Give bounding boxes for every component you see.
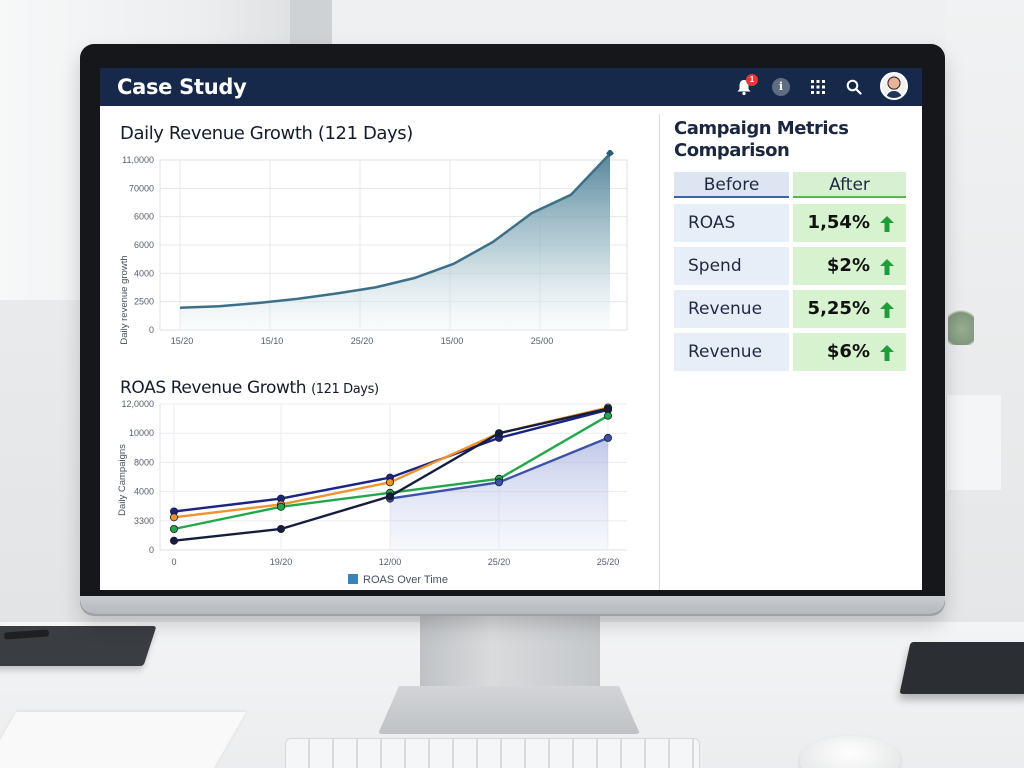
chart1-line (179, 152, 611, 309)
chart1-y-tick: 11,0000 (122, 155, 154, 165)
metric-label: Revenue (674, 333, 789, 371)
chart2-y-axis: 12,0000 10000 8000 4000 3300 0 (121, 400, 154, 555)
screen: Case Study 1 i (100, 68, 922, 590)
monitor-stand-base (378, 686, 640, 734)
apps-button[interactable] (808, 77, 828, 97)
chart2-y-tick: 10000 (129, 428, 154, 438)
chart2-area (390, 437, 608, 550)
search-icon (846, 79, 862, 95)
chart2-legend-label: ROAS Over Time (363, 574, 448, 586)
metric-label: Revenue (674, 290, 789, 328)
chart2-x-tick: 19/20 (270, 557, 293, 567)
roas-growth-chart: 12,0000 10000 8000 4000 3300 0 0 19/20 12/00 25/… (117, 400, 627, 586)
chart1-y-tick: 2500 (134, 297, 154, 307)
chart2-title: ROAS Revenue Growth (121 Days) (120, 378, 379, 398)
chart1-y-tick: 4000 (134, 268, 154, 278)
notifications-button[interactable]: 1 (734, 74, 758, 97)
paper-sheet (0, 712, 247, 768)
chart2-x-tick: 25/20 (488, 557, 511, 567)
chart2-data-point (494, 478, 503, 487)
chart2-title-suffix: (121 Days) (311, 382, 379, 397)
chart1-x-tick: 15/00 (441, 336, 464, 346)
chart2-y-tick: 0 (149, 545, 154, 555)
monitor-chin (80, 596, 945, 614)
info-button[interactable]: i (771, 77, 791, 97)
daily-revenue-chart: 11,0000 70000 6000 6000 4000 2500 0 15/20 15/10… (119, 150, 628, 346)
chart2-y-tick: 8000 (134, 457, 154, 467)
metric-after-value: 5,25% (793, 290, 906, 328)
chart2-data-point (170, 525, 179, 534)
metric-after-value: $2% (793, 247, 906, 285)
chart1-area (180, 153, 610, 330)
chart2-data-point (603, 433, 612, 442)
chart2-legend-swatch (348, 574, 358, 584)
chart2-legend: ROAS Over Time (348, 574, 448, 586)
chart1-y-tick: 6000 (134, 212, 154, 222)
chart1-x-tick: 25/00 (531, 336, 554, 346)
background-window-frame (290, 0, 332, 45)
chart1-points (606, 150, 614, 157)
chart2-x-tick: 0 (171, 557, 176, 567)
arrow-up-icon (880, 259, 894, 275)
chart2-series (170, 403, 612, 545)
chart1-y-axis: 11,0000 70000 6000 6000 4000 2500 0 (122, 155, 154, 335)
chart2-x-tick: 25/20 (597, 557, 620, 567)
metric-after-value: $6% (793, 333, 906, 371)
chart2-y-tick: 12,0000 (121, 400, 154, 409)
search-button[interactable] (844, 77, 864, 97)
notification-badge: 1 (746, 74, 758, 86)
chart2-data-point (385, 478, 394, 487)
chart2-y-label: Daily Campaigns (117, 444, 128, 516)
chart1-title: Daily Revenue Growth (121 Days) (120, 123, 413, 144)
chart2-data-point (603, 404, 612, 413)
apps-grid-icon (811, 80, 825, 94)
monitor-stand (420, 612, 600, 692)
mouse (800, 736, 900, 768)
app-header: Case Study 1 i (100, 68, 922, 106)
metric-label: ROAS (674, 204, 789, 242)
keyboard (285, 738, 700, 768)
chart1-end-marker (606, 150, 614, 157)
metric-after-value: 1,54% (793, 204, 906, 242)
chart2-data-point (494, 429, 503, 438)
chart1-x-tick: 15/10 (261, 336, 284, 346)
chart2-x-tick: 12/00 (379, 557, 402, 567)
info-icon: i (772, 78, 790, 96)
chart2-data-point (170, 536, 179, 545)
chart2-x-axis: 0 19/20 12/00 25/20 25/20 (171, 557, 619, 567)
avatar[interactable] (880, 72, 908, 100)
chart2-data-point (276, 502, 285, 511)
notebook-right (899, 642, 1024, 694)
background-shelf (946, 395, 1001, 490)
chart2-y-tick: 4000 (134, 487, 154, 497)
after-column-header: After (793, 172, 906, 198)
before-column-header: Before (674, 172, 789, 198)
arrow-up-icon (880, 216, 894, 232)
metric-label: Spend (674, 247, 789, 285)
chart2-data-point (385, 492, 394, 501)
background-plant (948, 305, 974, 345)
app-title: Case Study (117, 75, 247, 99)
chart1-y-tick: 6000 (134, 240, 154, 250)
chart2-y-tick: 3300 (134, 516, 154, 526)
chart2-data-point (603, 411, 612, 420)
chart2-data-point (170, 513, 179, 522)
chart1-x-tick: 15/20 (171, 336, 194, 346)
chart2-title-main: ROAS Revenue Growth (120, 378, 307, 398)
panel-divider (659, 114, 660, 590)
chart1-y-label: Daily revenue growth (119, 255, 130, 344)
metrics-title: Campaign Metrics Comparison (674, 118, 849, 161)
chart2-data-point (276, 525, 285, 534)
arrow-up-icon (880, 345, 894, 361)
chart1-y-tick: 0 (149, 325, 154, 335)
chart1-y-tick: 70000 (129, 183, 154, 193)
chart1-x-axis: 15/20 15/10 25/20 15/00 25/00 (171, 336, 554, 346)
chart1-x-tick: 25/20 (351, 336, 374, 346)
arrow-up-icon (880, 302, 894, 318)
